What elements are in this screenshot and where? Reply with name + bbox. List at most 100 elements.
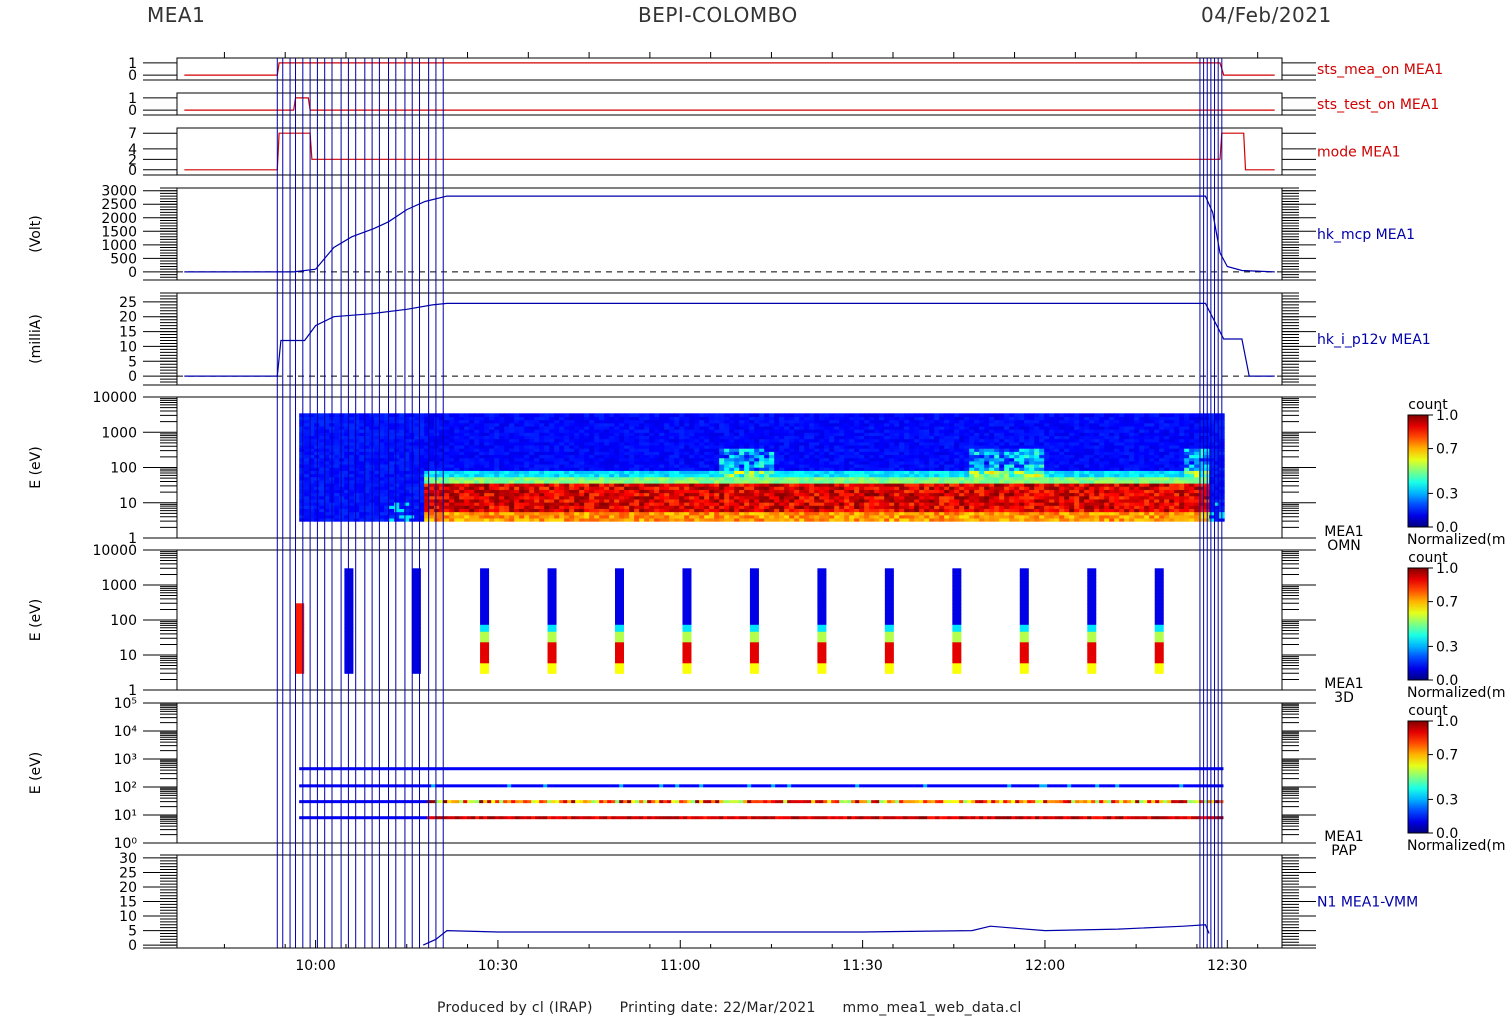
spectrogram-cell	[674, 511, 680, 516]
spectrogram-cell	[334, 479, 340, 484]
spectrogram-cell	[379, 429, 385, 433]
spectrogram-cell	[784, 454, 790, 459]
spectrogram-cell	[714, 464, 720, 468]
date-title: 04/Feb/2021	[1201, 3, 1332, 27]
spectrogram-cell	[514, 457, 520, 462]
spectrogram-cell	[419, 498, 425, 503]
spectrogram-cell	[404, 495, 410, 500]
spectrogram-cell	[479, 479, 485, 484]
spectrogram-cell	[669, 505, 675, 509]
spectrogram-cell	[944, 470, 950, 475]
spectrogram-cell	[484, 432, 490, 437]
spectrogram-cell	[944, 518, 950, 522]
spectrogram-cell	[889, 419, 895, 424]
spectrogram-cell	[689, 505, 695, 509]
spectrogram-cell	[649, 432, 655, 437]
spectrogram-cell	[809, 457, 815, 462]
spectrogram-cell	[299, 483, 305, 487]
spectrogram-cell	[964, 473, 970, 478]
spectrogram-cell	[634, 435, 640, 440]
spectrogram-cell	[844, 508, 850, 513]
spectrogram-cell	[304, 518, 310, 522]
spectrogram-cell	[574, 502, 580, 506]
spectrogram-cell	[859, 451, 865, 456]
spectrogram-cell	[814, 413, 820, 417]
spectrogram-cell	[714, 422, 720, 427]
spectrogram-cell	[519, 511, 525, 516]
spectrogram-cell	[739, 479, 745, 484]
spectrogram-cell	[384, 486, 390, 490]
spectrogram-cell	[384, 460, 390, 465]
spectrogram-cell	[549, 416, 555, 421]
spectrogram-cell	[649, 486, 655, 490]
spectrogram-cell	[534, 479, 540, 484]
colorbar-tick-label: 0.7	[1436, 442, 1458, 458]
spectrogram-cell	[779, 483, 785, 487]
spectrogram-cell	[879, 454, 885, 459]
spectrogram-cell	[689, 518, 695, 522]
spectrogram-cell	[839, 489, 845, 494]
spectrogram-cell	[904, 505, 910, 509]
spectrogram-cell	[424, 514, 430, 519]
spectrogram-cell	[449, 498, 455, 503]
spectrogram-cell	[344, 492, 350, 497]
spectrogram-cell	[764, 495, 770, 500]
spectrogram-cell	[759, 479, 765, 484]
spectrogram-cell	[304, 438, 310, 443]
spectrogram-cell	[649, 467, 655, 471]
spectrogram-cell	[894, 476, 900, 481]
spectrogram-cell	[954, 438, 960, 443]
spectrogram-cell	[749, 451, 755, 456]
spectrogram-cell	[539, 498, 545, 503]
spectrogram-cell	[894, 505, 900, 509]
spectrogram-cell	[929, 479, 935, 484]
spectrogram-cell	[469, 448, 475, 452]
spectrogram-cell	[639, 422, 645, 427]
spectrogram-cell	[494, 508, 500, 513]
spectrogram-cell	[974, 479, 980, 484]
spectrogram-cell	[584, 451, 590, 456]
spectrogram-cell	[824, 429, 830, 433]
spectrogram-cell	[299, 486, 305, 490]
spectrogram-cell	[519, 416, 525, 421]
spectrogram-cell	[524, 518, 530, 522]
spectrogram-cell	[874, 489, 880, 494]
spectrogram-cell	[704, 435, 710, 440]
spectrogram-cell	[664, 508, 670, 513]
spectrogram-cell	[759, 508, 765, 513]
spectrogram-cell	[619, 419, 625, 424]
spectrogram-cell	[299, 467, 305, 471]
spectrogram-cell	[469, 416, 475, 421]
spectrogram-cell	[859, 467, 865, 471]
spectrogram-cell	[969, 464, 975, 468]
spectrogram-cell	[614, 511, 620, 516]
spectrogram-cell	[669, 486, 675, 490]
spectrogram-cell	[414, 454, 420, 459]
spectrogram-cell	[739, 483, 745, 487]
spectrogram-cell	[549, 479, 555, 484]
spectrogram-cell	[504, 467, 510, 471]
spectrogram-cell	[939, 483, 945, 487]
spectrogram-cell	[469, 479, 475, 484]
spectrogram-cell	[749, 505, 755, 509]
spectrogram-cell	[784, 464, 790, 468]
spectrogram-cell	[859, 460, 865, 465]
spectrogram-cell	[484, 483, 490, 487]
spectrogram-cell	[639, 445, 645, 449]
spectrogram-cell	[644, 432, 650, 437]
spectrogram-cell	[494, 473, 500, 478]
spectrogram-cell	[509, 511, 515, 516]
spectrogram-cell	[594, 492, 600, 497]
spectrogram-cell	[354, 467, 360, 471]
spectrogram-cell	[639, 476, 645, 481]
spectrogram-cell	[799, 502, 805, 506]
spectrogram-cell	[584, 429, 590, 433]
spectrogram-cell	[469, 445, 475, 449]
spectrogram-cell	[884, 426, 890, 430]
spectrogram-cell	[404, 451, 410, 456]
spectrogram-cell	[599, 435, 605, 440]
spectrogram-cell	[884, 457, 890, 462]
spectrogram-cell	[534, 413, 540, 417]
spectrogram-cell	[559, 508, 565, 513]
